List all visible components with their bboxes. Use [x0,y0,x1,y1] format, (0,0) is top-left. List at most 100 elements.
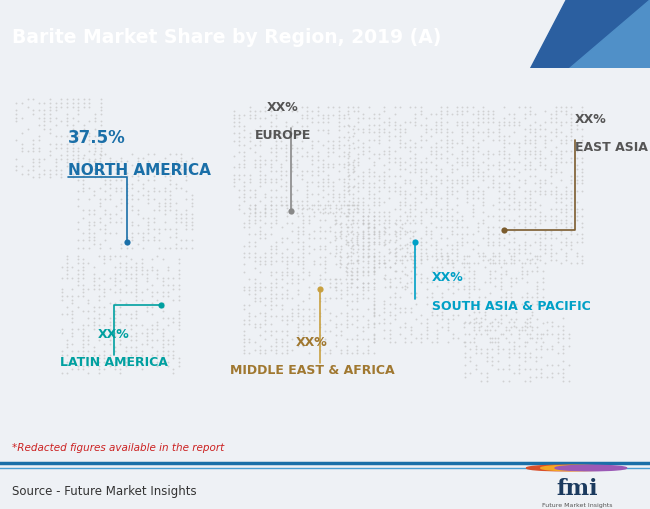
Point [330,252,340,260]
Point [343,202,353,210]
Point [556,191,566,199]
Point [506,297,516,305]
Point [545,252,556,261]
Point [566,173,577,181]
Point [105,211,116,219]
Point [307,142,318,150]
Point [298,257,309,265]
Point [551,155,561,163]
Point [309,316,319,324]
Point [536,334,547,342]
Point [499,118,509,126]
Point [545,205,556,213]
Point [313,198,323,206]
Point [239,305,249,313]
Point [551,213,561,221]
Point [143,218,153,226]
Point [535,216,545,224]
Point [292,342,303,350]
Point [358,151,369,159]
Point [577,260,587,268]
Point [437,274,448,282]
Point [88,277,99,286]
Point [270,167,281,176]
Point [514,140,525,148]
Point [318,194,328,202]
Point [511,278,521,287]
Point [341,264,351,272]
Point [431,176,441,184]
Point [331,209,341,217]
Point [313,153,323,161]
Point [530,260,540,268]
Point [415,144,426,152]
Point [122,181,132,189]
Point [527,256,538,264]
Point [110,362,120,370]
Point [421,194,431,203]
Point [509,235,519,243]
Point [493,346,503,354]
Point [509,111,519,119]
Point [331,220,341,228]
Point [105,362,115,370]
Point [487,319,497,327]
Point [292,275,303,284]
Point [39,107,49,115]
Point [391,221,401,229]
Point [384,334,395,343]
Point [395,104,405,112]
Point [56,166,66,175]
Point [493,238,504,246]
Point [525,140,535,148]
Point [509,342,519,350]
Point [525,365,536,374]
Point [483,227,493,235]
Point [530,365,541,374]
Point [525,330,536,338]
Point [62,303,72,312]
Point [561,133,571,141]
Point [96,100,106,108]
Point [467,126,478,134]
Point [478,220,488,228]
Point [159,207,170,215]
Point [558,315,569,323]
Point [73,225,83,234]
Point [90,140,100,149]
Point [532,267,543,275]
Point [400,319,411,327]
Point [405,118,415,126]
Point [363,155,374,163]
Point [307,156,318,164]
Point [452,176,462,184]
Point [133,195,143,204]
Point [353,115,363,123]
Point [421,316,432,324]
Point [318,179,328,187]
Point [111,203,121,211]
Point [353,162,363,170]
Point [482,350,492,358]
Point [535,176,545,184]
Point [336,346,346,354]
Point [571,162,582,170]
Point [266,287,276,295]
Point [538,286,548,294]
Point [313,149,323,157]
Point [22,126,32,134]
Point [389,173,400,181]
Point [389,158,400,166]
Point [532,301,543,309]
Point [408,233,418,241]
Point [431,126,441,134]
Point [276,238,287,246]
Point [343,169,353,177]
Point [62,159,72,167]
Point [341,253,352,261]
Point [400,180,410,188]
Point [363,268,374,276]
Point [333,137,344,146]
Point [120,362,131,370]
Point [149,165,159,174]
